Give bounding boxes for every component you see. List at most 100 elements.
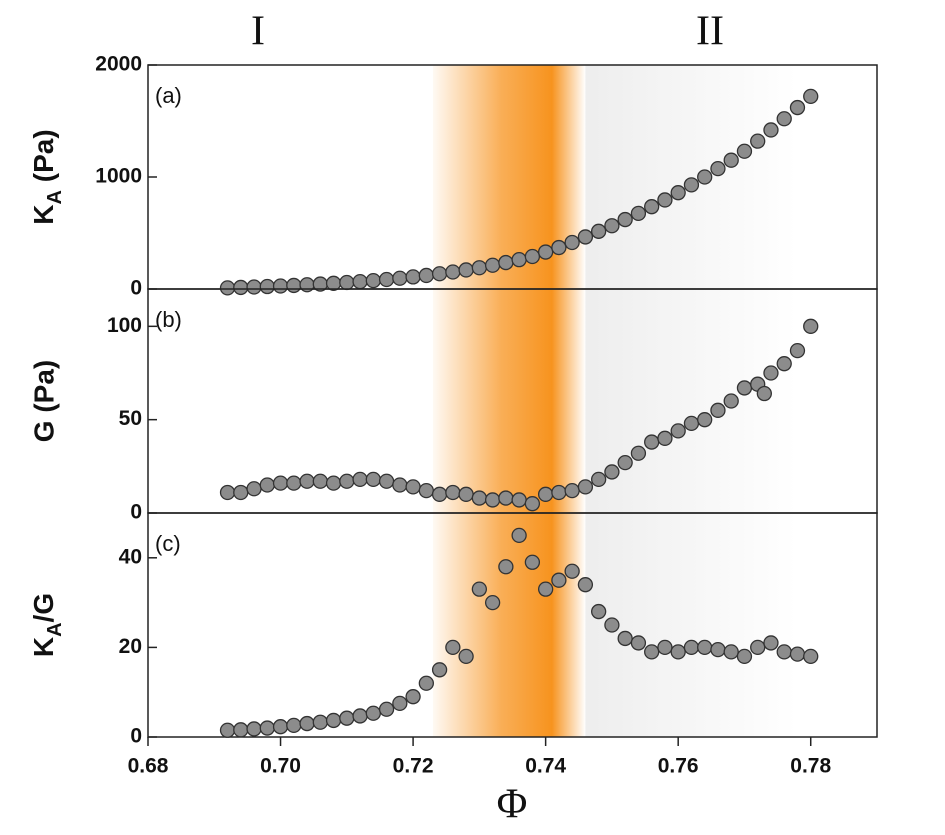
data-point [458,648,474,665]
y-tick-label: 0 [130,725,142,748]
y-tick-label: 40 [119,545,142,568]
y-axis-label: KA/G [28,593,66,657]
data-point [484,492,501,508]
data-point [803,318,819,334]
data-point [604,218,620,234]
plot-frame [147,512,878,738]
data-point [352,273,368,290]
x-tick-label: 0.78 [790,755,831,778]
data-point [219,280,236,296]
data-point [272,475,289,491]
data-point [339,710,355,726]
data-point [259,477,275,493]
data-point [246,481,262,497]
data-point [458,486,474,502]
data-point [789,342,806,359]
data-point [789,646,806,662]
data-point [272,278,289,294]
data-point [750,133,766,149]
data-point [233,279,249,296]
data-point [604,617,620,633]
data-point [458,262,474,278]
data-point [657,639,673,656]
data-point [246,279,262,295]
panel-label: (b) [155,307,182,332]
data-point [352,708,368,724]
data-point [683,177,700,193]
data-point [763,365,779,381]
y-tick-label: 0 [130,501,142,524]
data-point [670,423,686,439]
data-point [683,415,700,432]
data-point [551,484,567,501]
data-point [392,477,408,493]
data-point [756,385,772,402]
data-point [272,719,289,735]
panel-label: (c) [155,531,181,556]
shaded-region [432,65,586,737]
data-point [723,393,739,409]
data-point [617,454,633,471]
data-point [789,99,806,116]
data-point [591,223,607,239]
x-tick-label: 0.68 [128,755,169,778]
data-point [378,271,395,288]
data-point [683,639,700,656]
data-point [763,635,779,651]
data-point [564,234,580,251]
data-point [723,152,739,168]
data-point [259,720,275,736]
x-tick-label: 0.74 [525,755,566,778]
y-label-sub: A [44,190,66,204]
data-point [604,464,620,480]
data-point [736,648,753,665]
data-point [577,479,594,495]
data-point [392,270,408,286]
data-point [591,471,607,488]
shaded-region [585,65,798,737]
data-point [644,434,660,450]
data-point [498,254,514,271]
data-point [591,603,607,620]
x-tick-label: 0.76 [658,755,699,778]
y-axis-label: G (Pa) [28,360,59,442]
data-point [418,267,434,284]
data-point [286,475,302,491]
data-point [710,641,726,658]
data-point [564,563,580,579]
y-tick-label: 100 [107,314,142,337]
data-point [445,639,461,656]
x-axis-label: Φ [497,782,528,828]
data-point [312,473,328,489]
data-point [657,430,673,446]
data-point [339,274,355,291]
data-point [312,714,328,730]
data-point [670,644,686,660]
data-point [286,717,302,734]
data-point [365,272,381,289]
data-point [524,248,541,265]
data-point [498,559,514,575]
data-point [233,722,249,738]
y-label-base: K [28,637,59,657]
data-point [644,199,660,215]
y-label-rest: (Pa) [28,129,59,190]
data-point [418,482,434,499]
data-point [723,644,739,660]
data-point [219,484,236,501]
data-point [286,277,302,294]
x-tick-label: 0.72 [393,755,434,778]
data-point [259,278,275,295]
y-tick-label: 50 [119,407,142,430]
region-label: I [251,9,265,55]
data-point [630,205,647,222]
data-point [630,445,647,461]
data-point [644,644,660,660]
data-point [670,185,686,201]
data-point [736,380,753,396]
data-point [418,675,434,691]
data-point [736,143,753,159]
data-point [431,266,448,282]
data-point [299,473,315,489]
shading [432,65,798,737]
